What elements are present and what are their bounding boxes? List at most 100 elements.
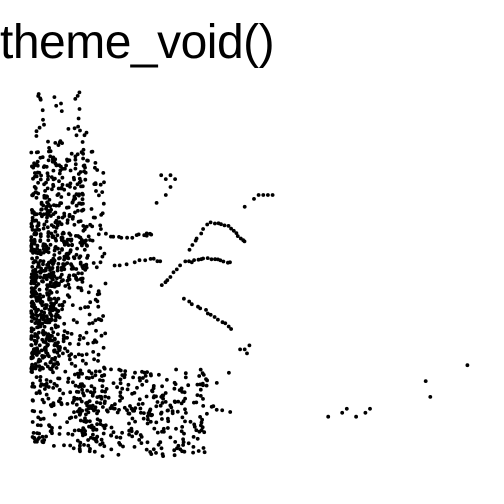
scatter-point-1233 (139, 435, 144, 439)
scatter-point-1200 (123, 369, 128, 373)
scatter-point-1097 (86, 438, 90, 442)
scatter-point-247 (38, 378, 43, 383)
scatter-point-879 (29, 221, 34, 226)
scatter-point-171 (98, 260, 103, 265)
scatter-point-286 (53, 229, 58, 234)
scatter-point-825 (30, 227, 35, 232)
scatter-point-514 (96, 359, 100, 363)
scatter-point-974 (77, 176, 82, 181)
scatter-point-839 (38, 239, 43, 244)
scatter-point-1049 (73, 154, 78, 159)
scatter-point-1170 (118, 377, 123, 382)
scatter-point-442 (73, 415, 78, 419)
scatter-point-1125 (78, 368, 83, 373)
scatter-point-962 (40, 108, 45, 113)
scatter-point-316 (91, 350, 96, 354)
scatter-point-1222 (181, 443, 186, 447)
scatter-point-833 (46, 238, 51, 243)
scatter-point-1006 (82, 133, 87, 138)
scatter-point-734 (30, 351, 34, 356)
scatter-point-466 (80, 184, 85, 189)
scatter-point-1081 (176, 399, 181, 404)
scatter-point-857 (67, 273, 72, 278)
scatter-point-578 (49, 326, 54, 331)
scatter-point-967 (75, 94, 80, 98)
scatter-point-1367 (200, 417, 205, 422)
scatter-point-1033 (35, 170, 40, 175)
scatter-point-1324 (198, 387, 203, 392)
scatter-point-694 (53, 355, 58, 360)
scatter-point-1050 (100, 454, 105, 458)
scatter-point-1224 (146, 417, 150, 422)
scatter-point-764 (36, 282, 41, 286)
scatter-point-1133 (120, 430, 124, 435)
scatter-point-1228 (96, 409, 101, 413)
scatter-point-1248 (137, 438, 142, 442)
scatter-point-74 (70, 432, 75, 437)
scatter-point-261 (71, 446, 76, 451)
scatter-point-544 (100, 254, 105, 259)
scatter-point-1421 (216, 317, 220, 322)
scatter-point-851 (44, 244, 49, 249)
scatter-point-61 (90, 321, 95, 325)
scatter-point-709 (49, 301, 53, 305)
scatter-point-456 (45, 364, 50, 369)
scatter-point-1063 (180, 425, 185, 429)
scatter-point-1260 (94, 427, 99, 432)
scatter-point-906 (62, 240, 66, 245)
scatter-point-900 (35, 246, 39, 251)
scatter-point-1012 (42, 164, 47, 169)
scatter-point-951 (81, 224, 86, 228)
scatter-point-1213 (132, 391, 137, 395)
scatter-point-1258 (108, 406, 113, 411)
scatter-point-333 (29, 294, 34, 299)
scatter-point-606 (47, 292, 51, 297)
scatter-point-854 (50, 267, 54, 271)
scatter-point-1417 (204, 308, 208, 312)
scatter-point-255 (48, 379, 53, 384)
scatter-point-674 (29, 309, 34, 313)
scatter-point-955 (33, 259, 37, 263)
scatter-point-1418 (205, 311, 210, 316)
scatter-point-534 (98, 182, 103, 187)
scatter-point-1274 (78, 443, 82, 448)
scatter-point-1021 (58, 139, 63, 144)
scatter-point-258 (93, 373, 98, 378)
scatter-point-447 (40, 439, 45, 444)
scatter-point-1351 (166, 426, 170, 430)
scatter-point-1234 (150, 389, 155, 394)
scatter-point-1181 (92, 408, 96, 413)
scatter-point-1250 (120, 373, 125, 377)
scatter-point-392 (30, 381, 35, 386)
scatter-point-1406 (231, 228, 236, 233)
scatter-point-1353 (172, 399, 177, 404)
scatter-point-597 (52, 296, 57, 301)
scatter-point-850 (78, 254, 83, 259)
scatter-point-778 (50, 338, 55, 343)
scatter-point-1273 (93, 405, 98, 410)
scatter-point-929 (76, 271, 81, 276)
scatter-point-1114 (205, 411, 209, 416)
scatter-point-254 (34, 375, 39, 379)
scatter-point-517 (85, 341, 90, 346)
scatter-point-468 (96, 289, 101, 293)
scatter-point-1168 (183, 375, 188, 380)
scatter-point-1451 (36, 92, 41, 96)
scatter-point-1287 (129, 429, 134, 433)
scatter-point-1350 (165, 408, 170, 413)
scatter-point-405 (36, 180, 40, 185)
scatter-point-609 (49, 313, 54, 318)
scatter-point-556 (64, 163, 68, 168)
scatter-point-971 (55, 193, 60, 198)
scatter-point-536 (30, 384, 35, 389)
scatter-point-1025 (77, 90, 82, 95)
scatter-point-1161 (86, 443, 91, 448)
scatter-point-1472 (354, 414, 358, 419)
scatter-point-922 (61, 278, 65, 283)
scatter-point-89 (68, 357, 72, 362)
scatter-point-1173 (103, 394, 108, 399)
scatter-point-342 (92, 386, 97, 391)
scatter-point-826 (29, 235, 34, 240)
scatter-point-1277 (109, 425, 114, 430)
scatter-point-1280 (148, 419, 153, 424)
